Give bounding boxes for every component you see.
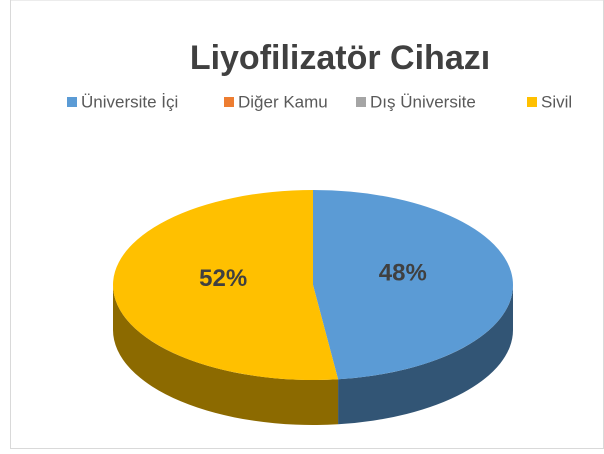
legend-label: Üniversite İçi	[81, 92, 178, 111]
pie-slice	[113, 190, 339, 380]
data-label: 48%	[379, 260, 427, 287]
pie-slice	[313, 190, 514, 380]
pie-side	[113, 285, 339, 425]
legend-label: Dış Üniversite	[370, 92, 476, 111]
legend-label: Diğer Kamu	[238, 92, 328, 111]
chart-title: Liyofilizatör Cihazı	[190, 39, 490, 77]
pie-side	[338, 285, 513, 425]
data-label: 52%	[199, 265, 247, 292]
legend-swatch	[67, 97, 77, 107]
legend-swatch	[356, 97, 366, 107]
legend-label: Sivil	[541, 92, 572, 111]
legend-swatch	[224, 97, 234, 107]
legend-swatch	[527, 97, 537, 107]
